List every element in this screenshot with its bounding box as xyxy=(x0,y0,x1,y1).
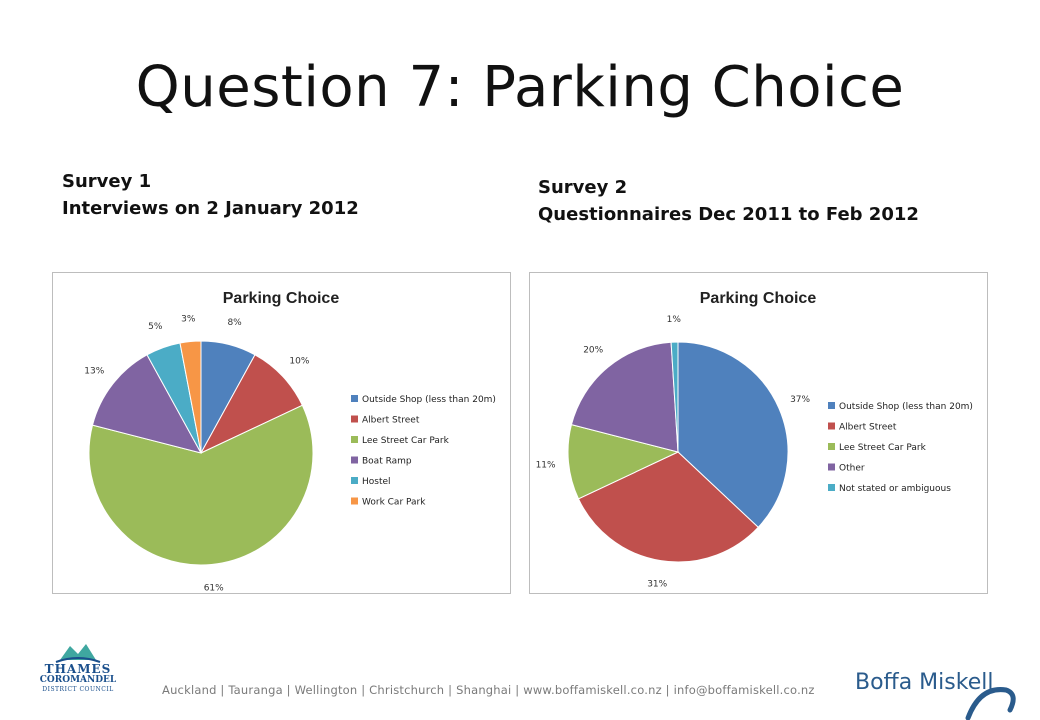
pie-slice-work-car-park xyxy=(179,340,202,454)
legend-label-lee-street-car-park: Lee Street Car Park xyxy=(839,443,927,453)
brand-logo: Boffa Miskell xyxy=(855,670,993,695)
legend-label-hostel: Hostel xyxy=(362,477,391,487)
pie-slice-lee-street-car-park xyxy=(88,404,314,566)
legend-label-work-car-park: Work Car Park xyxy=(362,498,426,508)
legend-label-albert-street: Albert Street xyxy=(839,423,897,433)
legend-swatch-outside-shop-less-than-20m xyxy=(828,402,835,409)
council-logo-icon xyxy=(55,644,101,663)
legend-swatch-lee-street-car-park xyxy=(828,443,835,450)
brand-logo-text: Boffa Miskell xyxy=(855,670,994,695)
survey-2-label: Survey 2 xyxy=(538,177,628,198)
legend-swatch-lee-street-car-park xyxy=(351,436,358,443)
legend-swatch-outside-shop-less-than-20m xyxy=(351,395,358,402)
slide-title: Question 7: Parking Choice xyxy=(135,55,905,120)
council-logo-line-3: DISTRICT COUNCIL xyxy=(42,686,114,693)
pie-slice-albert-street xyxy=(577,451,759,563)
brand-swirl-icon xyxy=(965,687,1016,720)
survey-1-description: Interviews on 2 January 2012 xyxy=(62,198,359,219)
data-label-other: 20% xyxy=(583,346,603,356)
survey-2-heading: Survey 2 Questionnaires Dec 2011 to Feb … xyxy=(538,174,919,228)
pie-slice-outside-shop-less-than-20m xyxy=(677,341,789,529)
legend-swatch-not-stated-or-ambiguous xyxy=(828,484,835,491)
survey-2-chart: Parking Choice 37% 31% 11% 20% 1% Outside Shop… xyxy=(529,272,988,594)
legend-swatch-albert-street xyxy=(828,422,835,430)
data-label-hostel: 5% xyxy=(148,322,163,332)
legend-swatch-other xyxy=(828,463,835,471)
legend-swatch-albert-street xyxy=(351,415,358,423)
chart-title: Parking Choice xyxy=(223,290,340,307)
survey-1-pie-chart: Parking Choice 8% 10% 61% 13% 5% 3% Outside Sho… xyxy=(84,290,496,593)
council-logo: THAMES COROMANDEL DISTRICT COUNCIL xyxy=(38,640,118,704)
chart-title: Parking Choice xyxy=(700,290,817,307)
legend-label-outside-shop-less-than-20m: Outside Shop (less than 20m) xyxy=(362,395,496,405)
pie-slice-not-stated-or-ambiguous xyxy=(670,341,679,453)
survey-1-label: Survey 1 xyxy=(62,171,152,192)
survey-2-description: Questionnaires Dec 2011 to Feb 2012 xyxy=(538,204,919,225)
council-logo-line-2: COROMANDEL xyxy=(39,675,117,685)
footer-contact-text: Auckland | Tauranga | Wellington | Chris… xyxy=(162,683,815,697)
pie-slice-lee-street-car-park xyxy=(567,424,680,500)
data-label-outside-shop-less-than-20m: 37% xyxy=(790,395,810,405)
survey-1-chart: Parking Choice 8% 10% 61% 13% 5% 3% Outside Sho… xyxy=(52,272,511,594)
legend-swatch-hostel xyxy=(351,477,358,484)
legend-label-other: Other xyxy=(839,464,865,474)
pie-slice-other xyxy=(570,341,679,453)
data-label-albert-street: 31% xyxy=(647,579,667,589)
legend-swatch-boat-ramp xyxy=(351,456,358,464)
legend-label-boat-ramp: Boat Ramp xyxy=(362,457,412,467)
data-label-boat-ramp: 13% xyxy=(84,366,104,376)
data-label-not-stated-or-ambiguous: 1% xyxy=(667,315,682,325)
data-label-lee-street-car-park: 11% xyxy=(536,461,556,471)
council-logo-line-1: THAMES xyxy=(44,662,112,676)
legend-label-lee-street-car-park: Lee Street Car Park xyxy=(362,436,450,446)
legend-label-outside-shop-less-than-20m: Outside Shop (less than 20m) xyxy=(839,402,973,412)
pie-slice-boat-ramp xyxy=(91,354,202,454)
legend-swatch-work-car-park xyxy=(351,497,358,505)
data-label-albert-street: 10% xyxy=(289,357,309,367)
data-label-work-car-park: 3% xyxy=(181,315,196,325)
survey-2-pie-chart: Parking Choice 37% 31% 11% 20% 1% Outside Shop… xyxy=(536,290,973,589)
data-label-lee-street-car-park: 61% xyxy=(204,583,224,593)
legend-label-not-stated-or-ambiguous: Not stated or ambiguous xyxy=(839,484,951,494)
data-label-outside-shop-less-than-20m: 8% xyxy=(227,318,242,328)
legend-label-albert-street: Albert Street xyxy=(362,416,420,426)
survey-1-heading: Survey 1 Interviews on 2 January 2012 xyxy=(62,168,359,222)
